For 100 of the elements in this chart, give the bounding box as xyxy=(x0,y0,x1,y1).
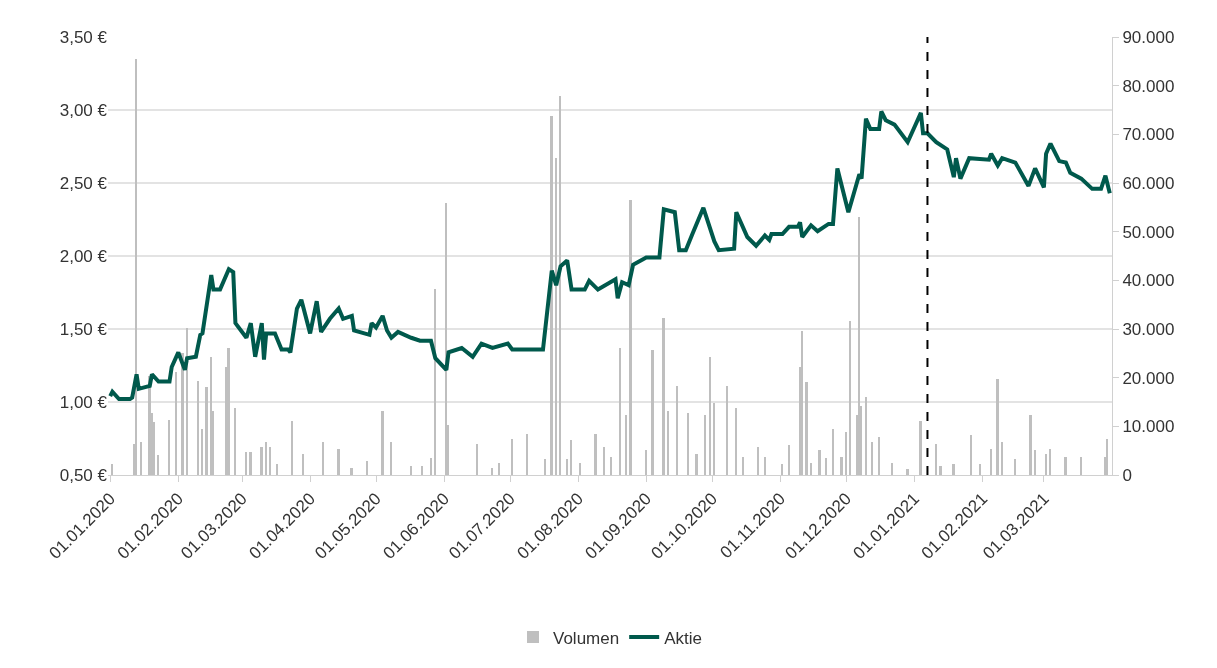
bar xyxy=(430,458,432,475)
bar xyxy=(704,415,706,475)
bar xyxy=(1080,457,1082,475)
bar xyxy=(810,463,812,475)
bar xyxy=(801,331,803,475)
bar xyxy=(140,442,142,475)
bar xyxy=(390,442,392,475)
bar xyxy=(227,348,230,475)
bar xyxy=(210,357,212,475)
y2-tick-label: 40.000 xyxy=(1122,271,1175,291)
bar xyxy=(979,464,981,475)
bar xyxy=(645,450,647,475)
y2-tick-label: 0 xyxy=(1122,465,1132,485)
bar xyxy=(952,464,955,475)
y2-tick-label: 10.000 xyxy=(1122,417,1175,437)
bar xyxy=(713,403,715,475)
bar xyxy=(667,411,669,475)
bar xyxy=(434,289,436,475)
bar xyxy=(186,328,188,475)
y2-tick-label: 90.000 xyxy=(1122,27,1175,47)
bar xyxy=(1064,457,1067,475)
bar xyxy=(788,445,790,475)
bar xyxy=(840,457,843,475)
y-tick-label: 1,50 € xyxy=(59,319,108,339)
bar xyxy=(970,435,972,475)
bar xyxy=(687,413,689,475)
bar xyxy=(168,420,170,475)
bar xyxy=(445,203,447,475)
bar xyxy=(234,408,236,475)
bar xyxy=(825,458,827,475)
bar xyxy=(476,444,478,475)
bar xyxy=(350,468,353,475)
bar xyxy=(302,454,304,475)
bar xyxy=(381,411,384,475)
bar xyxy=(276,464,278,475)
bar xyxy=(695,454,698,475)
bar xyxy=(265,442,267,475)
bar xyxy=(757,447,759,475)
bar xyxy=(498,463,500,475)
bar xyxy=(526,434,528,475)
bar xyxy=(735,408,737,475)
bar xyxy=(245,452,247,475)
bar xyxy=(625,415,627,475)
bar xyxy=(805,382,808,475)
y-tick-label: 3,50 € xyxy=(59,27,108,47)
bar xyxy=(249,452,252,475)
y2-tick-label: 20.000 xyxy=(1122,368,1175,388)
bar xyxy=(662,318,665,475)
bar xyxy=(858,217,860,475)
bar xyxy=(570,440,572,475)
bar xyxy=(579,463,581,475)
bar xyxy=(1001,442,1003,475)
bar xyxy=(709,357,711,475)
legend-label: Volumen xyxy=(553,628,620,648)
bar xyxy=(610,457,612,475)
bar xyxy=(175,372,177,475)
bar xyxy=(832,429,834,475)
y2-tick-label: 80.000 xyxy=(1122,76,1175,96)
bar xyxy=(559,96,561,475)
y-tick-label: 3,00 € xyxy=(59,100,108,120)
bar xyxy=(871,442,873,475)
bar xyxy=(878,437,880,475)
bar xyxy=(269,447,271,475)
bar xyxy=(651,350,654,475)
bar xyxy=(1049,449,1051,475)
bar xyxy=(1106,439,1108,475)
bar xyxy=(849,321,851,475)
bar xyxy=(676,386,678,475)
bar xyxy=(594,434,597,475)
bar xyxy=(544,459,546,475)
legend-label: Aktie xyxy=(664,628,702,648)
y-tick-label: 1,00 € xyxy=(59,392,108,412)
bar xyxy=(181,353,184,475)
bar xyxy=(939,466,942,475)
bar xyxy=(865,397,867,475)
bar xyxy=(197,381,199,475)
line-series xyxy=(108,109,1112,402)
bar xyxy=(891,463,893,475)
bar xyxy=(1045,454,1047,475)
bar xyxy=(550,116,553,475)
bar xyxy=(555,158,557,475)
bar xyxy=(935,444,937,475)
bar xyxy=(205,387,208,475)
y2-tick-label: 70.000 xyxy=(1122,125,1175,145)
bar xyxy=(291,421,293,475)
bar xyxy=(410,466,412,475)
bar xyxy=(603,447,605,475)
bar xyxy=(629,200,632,475)
bar xyxy=(260,447,263,475)
bar xyxy=(764,457,766,475)
bar xyxy=(781,464,783,475)
bar xyxy=(337,449,340,475)
y-tick-label: 2,00 € xyxy=(59,246,108,266)
y2-tick-label: 30.000 xyxy=(1122,319,1175,339)
y-tick-label: 0,50 € xyxy=(59,465,108,485)
bar xyxy=(566,459,568,475)
bar xyxy=(906,469,909,475)
bar xyxy=(1034,450,1036,475)
bar xyxy=(1014,459,1016,475)
bar xyxy=(996,379,999,475)
